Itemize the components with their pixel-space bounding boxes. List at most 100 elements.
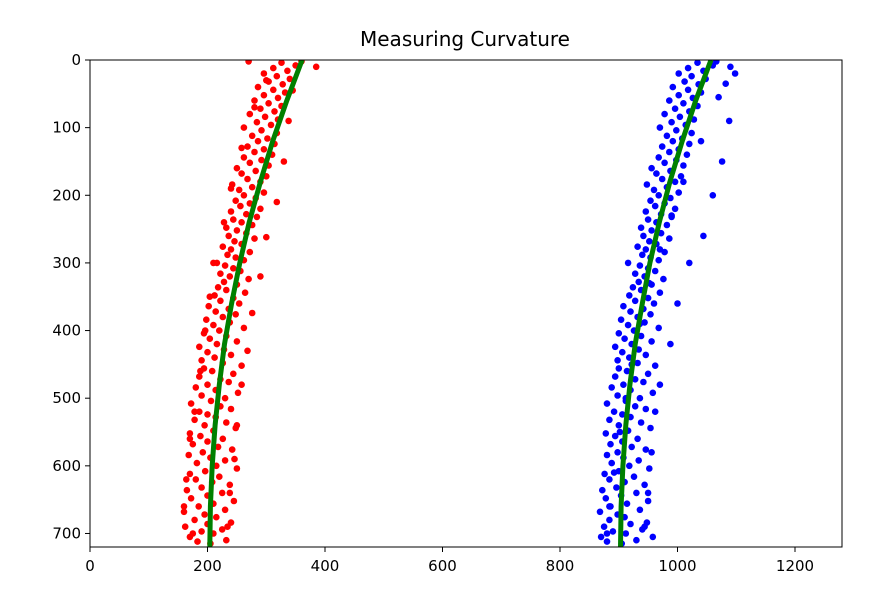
x-tick-label: 800 (546, 557, 575, 575)
scatter-point-series-0 (254, 83, 262, 91)
scatter-point-series-0 (274, 94, 282, 102)
scatter-point-series-1 (663, 132, 671, 140)
scatter-point-series-0 (253, 213, 261, 221)
scatter-point-series-1 (606, 516, 613, 524)
scatter-point-series-0 (183, 476, 190, 483)
scatter-point-series-1 (649, 533, 657, 541)
scatter-point-series-1 (731, 70, 739, 77)
x-axis: 0 200 400 600 800 1000 1200 (85, 547, 814, 575)
scatter-point-series-1 (634, 243, 641, 250)
scatter-point-series-0 (257, 273, 264, 280)
scatter-point-series-1 (611, 432, 619, 440)
scatter-point-series-1 (608, 384, 615, 391)
scatter-point-series-0 (257, 105, 264, 112)
scatter-point-series-1 (634, 359, 641, 367)
scatter-point-series-0 (219, 243, 227, 250)
scatter-point-series-1 (619, 348, 626, 356)
scatter-point-series-1 (709, 192, 717, 199)
scatter-point-series-0 (206, 293, 214, 301)
scatter-point-series-0 (248, 132, 256, 140)
y-tick-label: 200 (52, 186, 81, 204)
scatter-point-series-1 (667, 340, 674, 348)
series-layer (180, 60, 739, 547)
scatter-point-series-1 (675, 189, 682, 196)
scatter-point-series-1 (624, 259, 632, 267)
scatter-point-series-0 (207, 397, 215, 405)
scatter-point-series-0 (264, 135, 271, 142)
scatter-point-series-0 (233, 465, 241, 472)
scatter-point-series-0 (235, 300, 243, 307)
scatter-point-series-0 (211, 354, 218, 361)
y-tick-label: 300 (52, 254, 81, 272)
scatter-point-series-0 (219, 313, 227, 321)
scatter-point-series-1 (677, 173, 685, 180)
scatter-point-series-0 (243, 210, 250, 218)
scatter-point-series-0 (180, 503, 188, 510)
scatter-point-series-0 (246, 248, 254, 256)
scatter-point-series-0 (240, 154, 248, 161)
scatter-point-series-1 (718, 158, 726, 165)
scatter-point-series-0 (189, 530, 197, 537)
scatter-point-series-1 (631, 403, 639, 410)
scatter-point-series-1 (683, 151, 691, 158)
scatter-point-series-0 (201, 327, 209, 334)
scatter-point-series-1 (617, 316, 625, 324)
scatter-point-series-1 (686, 140, 693, 148)
scatter-point-series-1 (648, 164, 655, 172)
scatter-point-series-0 (245, 275, 252, 283)
scatter-point-series-0 (218, 526, 226, 533)
scatter-point-series-1 (684, 86, 692, 94)
scatter-point-series-1 (646, 238, 653, 245)
scatter-point-series-0 (240, 124, 248, 131)
scatter-point-series-1 (676, 113, 684, 121)
scatter-point-series-0 (213, 259, 221, 267)
scatter-point-series-0 (235, 186, 243, 194)
plot-area (180, 60, 739, 547)
scatter-point-series-0 (218, 489, 226, 497)
scatter-point-series-1 (666, 235, 673, 242)
scatter-point-series-1 (663, 221, 671, 229)
scatter-point-series-1 (671, 105, 679, 112)
scatter-point-series-0 (223, 536, 230, 544)
scatter-point-series-0 (263, 77, 270, 84)
scatter-point-series-1 (616, 428, 624, 436)
scatter-point-series-0 (278, 60, 285, 66)
scatter-point-series-0 (258, 127, 265, 134)
scatter-point-series-1 (615, 365, 623, 372)
x-tick-label: 200 (193, 557, 222, 575)
scatter-point-series-1 (643, 181, 651, 188)
scatter-point-series-1 (697, 137, 705, 145)
scatter-point-series-0 (186, 435, 194, 443)
scatter-point-series-0 (220, 278, 228, 286)
scatter-point-series-1 (603, 538, 611, 545)
x-tick-label: 400 (311, 557, 340, 575)
scatter-point-series-1 (656, 124, 664, 131)
scatter-point-series-1 (635, 278, 642, 286)
scatter-point-series-0 (240, 192, 248, 199)
scatter-point-series-0 (238, 381, 245, 389)
scatter-point-series-1 (648, 338, 655, 345)
scatter-point-series-1 (636, 262, 644, 269)
scatter-point-series-0 (260, 189, 268, 196)
scatter-point-series-0 (251, 148, 258, 156)
scatter-point-series-1 (674, 300, 681, 307)
scatter-point-series-0 (237, 202, 244, 210)
scatter-point-series-0 (253, 118, 261, 126)
scatter-point-series-1 (656, 381, 664, 389)
scatter-point-series-1 (680, 100, 687, 107)
scatter-point-series-1 (675, 70, 682, 77)
scatter-point-series-0 (244, 175, 251, 183)
scatter-point-series-1 (621, 335, 628, 343)
scatter-point-series-0 (186, 470, 194, 478)
scatter-point-series-0 (227, 405, 235, 413)
scatter-point-series-1 (642, 246, 650, 253)
scatter-point-series-0 (230, 216, 237, 223)
scatter-point-series-1 (596, 508, 604, 516)
scatter-point-series-0 (221, 457, 229, 464)
scatter-point-series-0 (232, 197, 239, 204)
scatter-point-series-1 (655, 324, 662, 332)
scatter-point-series-1 (603, 451, 611, 459)
scatter-point-series-1 (610, 408, 618, 416)
scatter-point-series-1 (634, 435, 641, 443)
scatter-point-series-1 (725, 117, 733, 125)
